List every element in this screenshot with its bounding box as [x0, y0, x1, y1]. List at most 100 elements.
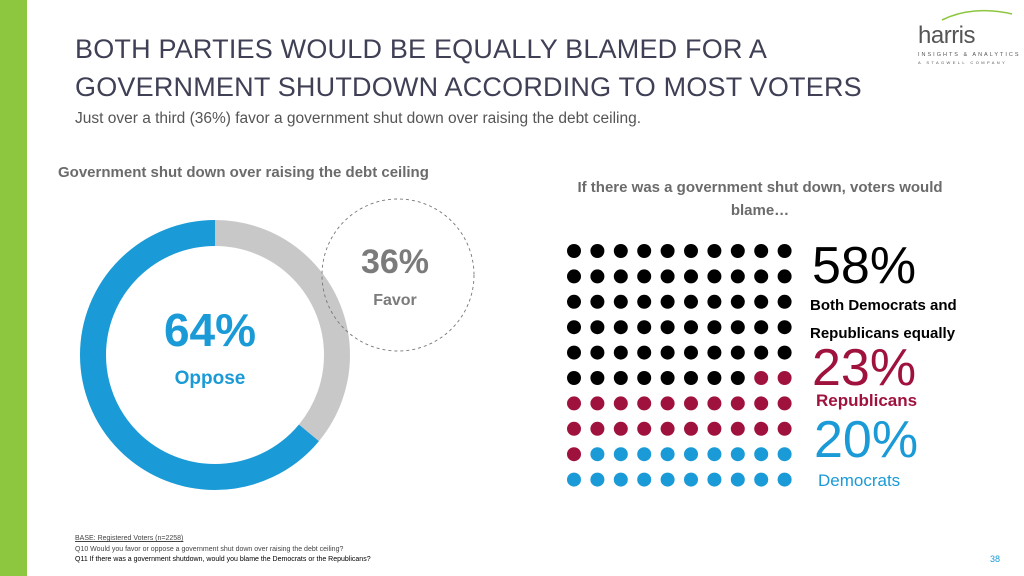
- dot-both: [613, 244, 628, 258]
- dot-both: [637, 244, 652, 258]
- dot-republicans: [730, 396, 745, 411]
- donut-slice-favor: [80, 220, 350, 490]
- dot-democrats: [637, 447, 652, 462]
- favor-callout-circle: [321, 198, 475, 352]
- both-label: Both Democrats and Republicans equally: [810, 297, 957, 342]
- dot-democrats: [777, 447, 792, 462]
- dot-both: [730, 269, 745, 284]
- dot-both: [567, 244, 581, 258]
- dot-both: [590, 244, 605, 258]
- page-title: BOTH PARTIES WOULD BE EQUALLY BLAMED FOR…: [75, 34, 862, 102]
- dot-republicans: [590, 396, 605, 411]
- dot-democrats: [684, 472, 698, 487]
- dot-republicans: [684, 396, 698, 411]
- dot-both: [590, 320, 605, 335]
- dot-both: [590, 345, 605, 360]
- logo-subline: A STAGWELL COMPANY: [918, 60, 1008, 65]
- dot-republicans: [777, 396, 792, 411]
- footnote-base: BASE: Registered Voters (n=2258): [75, 535, 184, 542]
- dot-both: [613, 320, 628, 335]
- dot-both: [590, 269, 605, 284]
- dot-democrats: [590, 472, 605, 487]
- dot-republicans: [754, 396, 769, 411]
- republicans-percent: 23%: [812, 339, 917, 397]
- dot-republicans: [590, 421, 605, 436]
- dot-republicans: [613, 396, 628, 411]
- dot-both: [730, 244, 745, 258]
- dot-both: [754, 320, 769, 335]
- dot-both: [590, 371, 605, 385]
- republicans-label: Republicans: [816, 391, 918, 410]
- dot-both: [730, 320, 745, 335]
- dot-democrats: [684, 447, 698, 462]
- logo-swoosh-icon: [941, 9, 1013, 21]
- dot-both: [567, 345, 581, 360]
- dot-both: [777, 294, 792, 309]
- dot-both: [637, 320, 652, 335]
- dot-both: [730, 294, 745, 309]
- dot-both: [613, 294, 628, 309]
- dot-both: [707, 244, 722, 258]
- dot-democrats: [730, 447, 745, 462]
- dot-both: [684, 269, 698, 284]
- accent-bar: [0, 0, 27, 576]
- dot-democrats: [707, 472, 722, 487]
- dot-both: [754, 294, 769, 309]
- dot-both: [660, 269, 675, 284]
- page-subtitle: Just over a third (36%) favor a governme…: [75, 110, 642, 127]
- democrats-percent: 20%: [814, 411, 919, 469]
- dot-both: [637, 294, 652, 309]
- dot-democrats: [637, 472, 652, 487]
- dot-republicans: [660, 396, 675, 411]
- dot-both: [637, 371, 652, 385]
- dot-democrats: [590, 447, 605, 462]
- dot-both: [684, 345, 698, 360]
- dot-democrats: [754, 472, 769, 487]
- dot-both: [660, 294, 675, 309]
- dot-democrats: [567, 472, 581, 487]
- dot-both: [707, 345, 722, 360]
- page-number: 38: [990, 554, 1001, 564]
- dot-republicans: [567, 396, 581, 411]
- dot-both: [613, 269, 628, 284]
- donut-slice-oppose: [80, 220, 350, 490]
- dot-democrats: [707, 447, 722, 462]
- dot-republicans: [730, 421, 745, 436]
- dot-both: [567, 294, 581, 309]
- dot-republicans: [567, 421, 581, 436]
- dot-both: [637, 269, 652, 284]
- dot-democrats: [613, 447, 628, 462]
- footnote-q10: Q10 Would you favor or oppose a governme…: [75, 545, 344, 553]
- donut-chart-title: Government shut down over raising the de…: [58, 164, 429, 181]
- dot-both: [660, 345, 675, 360]
- oppose-percent: 64%: [163, 304, 257, 356]
- dot-republicans: [684, 421, 698, 436]
- dot-republicans: [777, 421, 792, 436]
- dot-both: [730, 345, 745, 360]
- dot-both: [613, 345, 628, 360]
- dot-both: [567, 371, 581, 385]
- pictograph-title: If there was a government shut down, vot…: [577, 179, 943, 219]
- dot-republicans: [707, 396, 722, 411]
- dot-both: [754, 244, 769, 258]
- logo-wordmark: harris: [918, 22, 976, 49]
- dot-both: [777, 345, 792, 360]
- dot-both: [684, 371, 698, 385]
- dot-both: [777, 320, 792, 335]
- dot-democrats: [730, 472, 745, 487]
- dot-democrats: [660, 447, 675, 462]
- dot-democrats: [613, 472, 628, 487]
- logo-tagline: INSIGHTS & ANALYTICS: [918, 52, 1021, 58]
- dot-both: [660, 371, 675, 385]
- favor-percent: 36%: [360, 243, 430, 281]
- dot-both: [684, 320, 698, 335]
- dot-republicans: [637, 421, 652, 436]
- oppose-label: Oppose: [174, 368, 246, 389]
- harris-logo: harris INSIGHTS & ANALYTICS A STAGWELL C…: [912, 8, 1020, 66]
- dot-both: [707, 269, 722, 284]
- dot-republicans: [637, 396, 652, 411]
- dot-both: [707, 294, 722, 309]
- dot-both: [754, 269, 769, 284]
- democrats-label: Democrats: [818, 471, 901, 490]
- dot-both: [707, 320, 722, 335]
